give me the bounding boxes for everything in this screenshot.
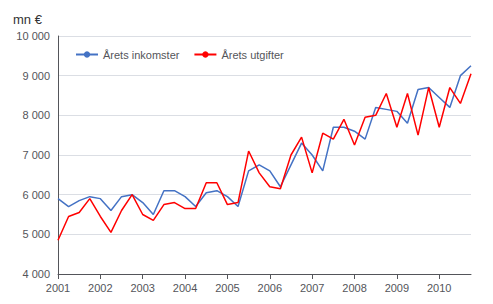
svg-text:Årets inkomster: Årets inkomster: [103, 49, 180, 61]
svg-text:2009: 2009: [385, 282, 409, 294]
svg-text:2002: 2002: [88, 282, 112, 294]
svg-text:2007: 2007: [300, 282, 324, 294]
svg-text:2008: 2008: [342, 282, 366, 294]
svg-text:Årets utgifter: Årets utgifter: [221, 49, 284, 61]
svg-text:2001: 2001: [46, 282, 70, 294]
svg-text:4 000: 4 000: [22, 268, 50, 280]
svg-text:mn €: mn €: [13, 12, 43, 27]
svg-text:9 000: 9 000: [22, 70, 50, 82]
svg-text:6 000: 6 000: [22, 189, 50, 201]
svg-text:2006: 2006: [258, 282, 282, 294]
svg-text:2005: 2005: [215, 282, 239, 294]
svg-text:5 000: 5 000: [22, 228, 50, 240]
svg-text:8 000: 8 000: [22, 109, 50, 121]
svg-text:2010: 2010: [427, 282, 451, 294]
svg-text:7 000: 7 000: [22, 149, 50, 161]
svg-text:2004: 2004: [173, 282, 197, 294]
svg-text:10 000: 10 000: [16, 30, 50, 42]
svg-text:2003: 2003: [130, 282, 154, 294]
